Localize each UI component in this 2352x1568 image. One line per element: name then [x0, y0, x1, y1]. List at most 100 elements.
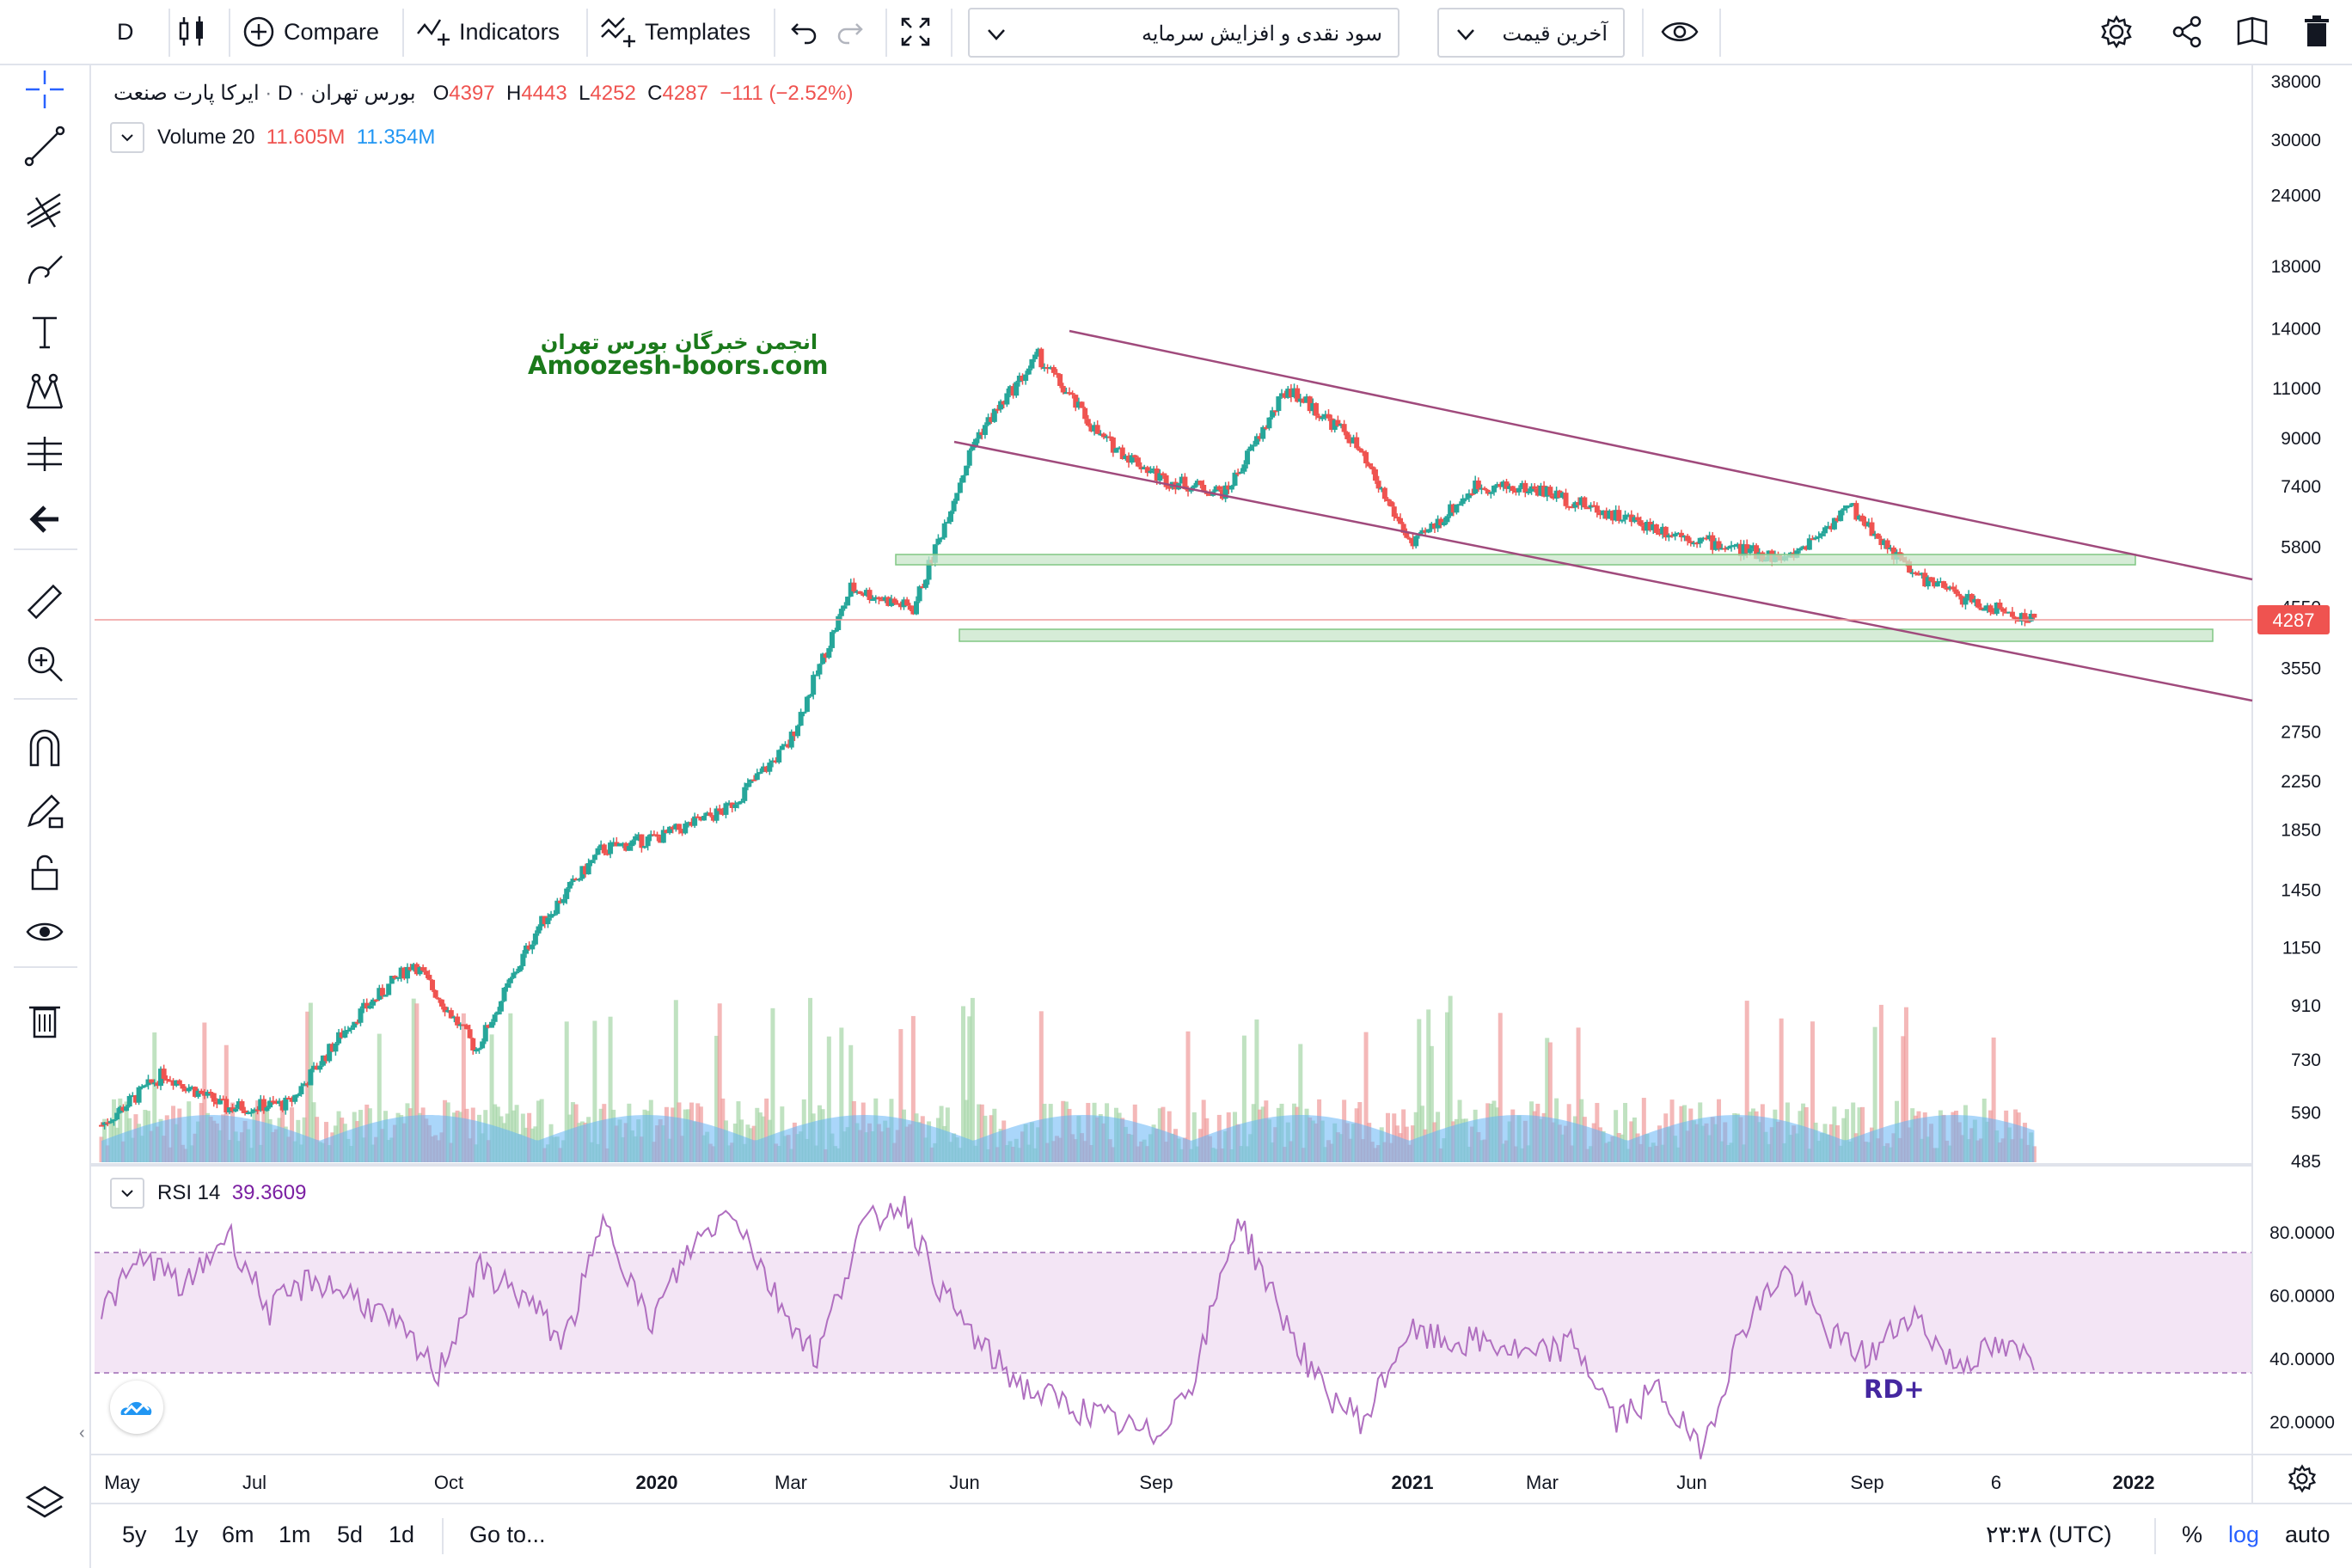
range-1d[interactable]: 1d — [389, 1522, 415, 1547]
pitchfork-tool[interactable] — [21, 186, 69, 234]
range-5y[interactable]: 5y — [122, 1522, 147, 1547]
candle-body — [1947, 586, 1953, 589]
range-5d[interactable]: 5d — [337, 1522, 364, 1547]
brush-tool[interactable] — [21, 246, 69, 294]
candle-body — [554, 900, 560, 915]
rsi-legend[interactable]: RSI 14 39.3609 — [157, 1181, 306, 1205]
candle-body — [336, 1032, 342, 1044]
price-axis[interactable]: 38000 30000 24000 18000 14000 11000 9000 7400 58… — [2271, 72, 2321, 1172]
timezone-display[interactable]: ۲۳:۳۸ (UTC) — [1986, 1522, 2112, 1547]
candle-body — [1475, 481, 1481, 490]
channel-upper-line[interactable] — [1069, 329, 2253, 581]
price-source-dropdown[interactable]: آخرین قیمت — [1437, 8, 1625, 58]
trend-line-tool[interactable] — [21, 122, 69, 170]
ideas-button[interactable] — [2235, 0, 2273, 64]
support-zone-upper[interactable] — [895, 554, 2136, 566]
pattern-tool[interactable] — [21, 368, 69, 416]
volume-collapse-button[interactable] — [110, 122, 144, 153]
range-1m[interactable]: 1m — [279, 1522, 311, 1547]
magnet-tool[interactable] — [21, 724, 69, 772]
hide-drawings-button[interactable] — [21, 908, 69, 956]
prediction-tool[interactable] — [21, 430, 69, 478]
crosshair-icon — [26, 70, 64, 108]
candle-body — [598, 844, 604, 848]
candle-body — [970, 445, 976, 450]
candle-body — [707, 812, 714, 817]
candle-body — [507, 977, 513, 983]
candle-body — [769, 760, 775, 763]
symbol-legend[interactable]: ایرکا پارت صنعت · D · بورس تهران O4397 H… — [113, 82, 854, 105]
candle-body — [667, 826, 673, 834]
candle-body — [523, 945, 529, 954]
object-tree-button[interactable] — [21, 1479, 69, 1527]
redo-button[interactable] — [836, 0, 870, 64]
volume-bar — [826, 1036, 831, 1162]
templates-button[interactable]: Templates — [600, 0, 750, 64]
channel-lower-line[interactable] — [953, 440, 2253, 702]
candle-body — [614, 842, 620, 847]
rsi-axis[interactable]: 80.0000 60.0000 40.0000 20.0000 — [2269, 1223, 2335, 1432]
indicators-icon — [417, 19, 450, 46]
fullscreen-icon — [901, 17, 930, 46]
settings-button[interactable] — [2099, 0, 2137, 64]
candle-body — [1582, 497, 1588, 508]
candle-body — [1800, 546, 1806, 548]
gear-icon — [2101, 15, 2132, 49]
candle-body — [1838, 510, 1844, 522]
chart-type-button[interactable] — [177, 0, 220, 64]
dividends-dropdown[interactable]: سود نقدی و افزایش سرمایه — [968, 8, 1400, 58]
time-axis[interactable]: May Jul Oct 2020 Mar Jun Sep 2021 Mar Jun Sep 6 2022 — [104, 1472, 2154, 1493]
lock-drawings-button[interactable] — [21, 848, 69, 896]
zoom-tool[interactable] — [21, 640, 69, 688]
layers-icon — [25, 1485, 64, 1518]
support-zone-lower[interactable] — [959, 628, 2214, 642]
crosshair-tool[interactable] — [21, 65, 69, 113]
delete-all-button[interactable] — [2304, 0, 2338, 64]
range-6m[interactable]: 6m — [222, 1522, 254, 1547]
remove-drawings-button[interactable] — [21, 995, 69, 1044]
text-tool[interactable] — [21, 308, 69, 356]
log-toggle[interactable]: log — [2228, 1522, 2260, 1547]
compare-button[interactable]: Compare — [242, 0, 379, 64]
candle-body — [1959, 596, 1965, 605]
interval-button[interactable]: D — [117, 0, 151, 64]
candle-body — [1856, 515, 1862, 520]
candle-body — [1541, 485, 1547, 497]
candle-body — [820, 653, 826, 665]
share-button[interactable] — [2170, 0, 2208, 64]
candle-body — [1847, 505, 1853, 507]
hide-toolbar-button[interactable] — [21, 495, 69, 543]
undo-button[interactable] — [789, 0, 824, 64]
price-source-dropdown-label: آخرین قیمت — [1502, 22, 1608, 46]
candle-body — [945, 522, 951, 524]
candle-body — [645, 836, 651, 847]
percent-toggle[interactable]: % — [2182, 1522, 2203, 1547]
candle-body — [710, 816, 716, 821]
indicators-button[interactable]: Indicators — [416, 0, 560, 64]
candle-body — [570, 879, 576, 882]
range-1y[interactable]: 1y — [174, 1522, 199, 1547]
candle-body — [273, 1101, 279, 1104]
rsi-line — [101, 1196, 2035, 1460]
tradingview-logo[interactable] — [110, 1381, 163, 1434]
rsi-collapse-button[interactable] — [110, 1178, 144, 1209]
candle-body — [1020, 376, 1026, 382]
candle-body — [735, 802, 741, 805]
volume-legend[interactable]: Volume 20 11.605M 11.354M — [157, 126, 435, 150]
auto-toggle[interactable]: auto — [2285, 1522, 2331, 1547]
time-axis-settings[interactable] — [2287, 1463, 2321, 1498]
rd-annotation[interactable]: RD+ — [1864, 1375, 1925, 1404]
candle-body — [2000, 608, 2006, 612]
measure-tool[interactable] — [21, 578, 69, 626]
volume-bar — [1298, 1044, 1303, 1162]
goto-button[interactable]: Go to... — [469, 1522, 546, 1547]
stay-in-drawing-mode[interactable] — [21, 786, 69, 834]
fullscreen-button[interactable] — [899, 0, 935, 64]
visibility-button[interactable] — [1661, 0, 1700, 64]
volume-bar — [1903, 1007, 1908, 1162]
collapse-handle[interactable]: ‹ — [79, 1424, 85, 1442]
candle-body — [192, 1087, 198, 1097]
volume-bar — [1545, 1038, 1550, 1162]
candle-body — [1469, 493, 1475, 495]
